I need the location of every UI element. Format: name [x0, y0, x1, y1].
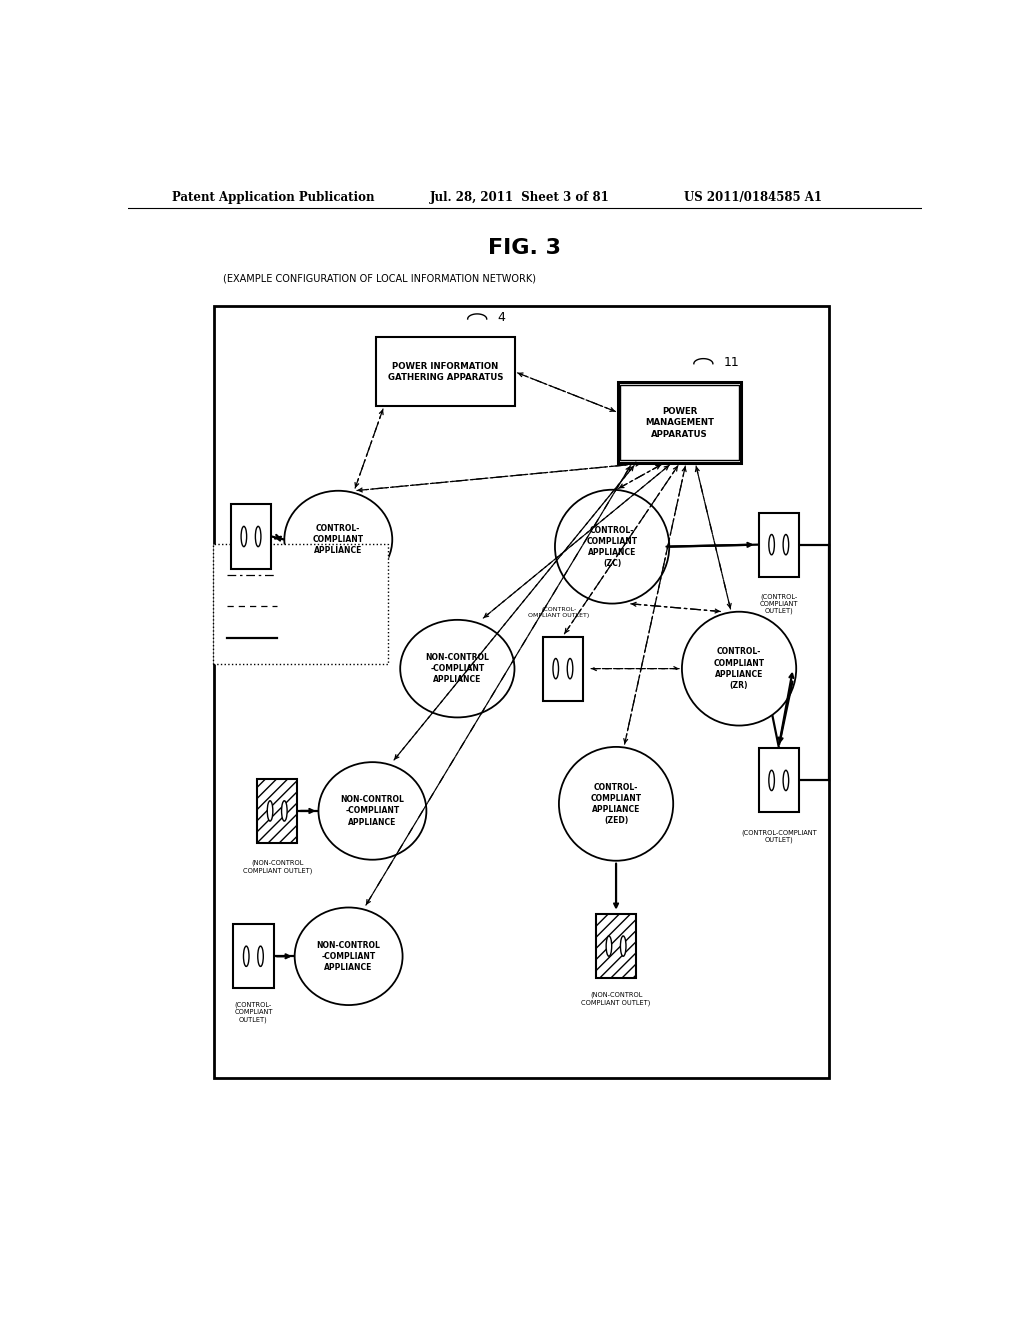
Ellipse shape: [769, 771, 774, 791]
Ellipse shape: [606, 936, 611, 956]
Text: (CONTROL-
OMPLIANT OUTLET): (CONTROL- OMPLIANT OUTLET): [528, 607, 590, 618]
Ellipse shape: [559, 747, 673, 861]
Text: CONTROL-
COMPLIANT
APPLIANCE: CONTROL- COMPLIANT APPLIANCE: [312, 524, 364, 556]
Text: 4: 4: [497, 312, 505, 325]
Ellipse shape: [769, 535, 774, 554]
Ellipse shape: [567, 659, 572, 678]
Ellipse shape: [241, 527, 247, 546]
Text: ZigBee: ZigBee: [285, 570, 316, 579]
Ellipse shape: [400, 620, 514, 718]
Ellipse shape: [318, 762, 426, 859]
Ellipse shape: [282, 801, 287, 821]
Ellipse shape: [258, 946, 263, 966]
Text: (EXAMPLE CONFIGURATION OF LOCAL INFORMATION NETWORK): (EXAMPLE CONFIGURATION OF LOCAL INFORMAT…: [223, 273, 537, 284]
FancyBboxPatch shape: [596, 913, 636, 978]
Ellipse shape: [244, 946, 249, 966]
Text: PLC: PLC: [285, 634, 301, 643]
Text: CONTROL-
COMPLIANT
APPLIANCE
(ZED): CONTROL- COMPLIANT APPLIANCE (ZED): [591, 783, 642, 825]
Ellipse shape: [783, 771, 788, 791]
FancyBboxPatch shape: [230, 504, 271, 569]
FancyBboxPatch shape: [233, 924, 273, 989]
FancyBboxPatch shape: [621, 385, 738, 461]
Ellipse shape: [783, 535, 788, 554]
Text: NON-CONTROL
-COMPLIANT
APPLIANCE: NON-CONTROL -COMPLIANT APPLIANCE: [425, 653, 489, 684]
Text: NON-CONTROL
-COMPLIANT
APPLIANCE: NON-CONTROL -COMPLIANT APPLIANCE: [316, 941, 381, 972]
FancyBboxPatch shape: [759, 748, 799, 812]
Text: Jul. 28, 2011  Sheet 3 of 81: Jul. 28, 2011 Sheet 3 of 81: [430, 190, 609, 203]
Ellipse shape: [553, 659, 558, 678]
Text: (CONTROL-
COMPLIANT
OUTLET): (CONTROL- COMPLIANT OUTLET): [760, 593, 798, 614]
Ellipse shape: [682, 611, 797, 726]
Text: US 2011/0184585 A1: US 2011/0184585 A1: [684, 190, 821, 203]
Text: POWER INFORMATION
GATHERING APPARATUS: POWER INFORMATION GATHERING APPARATUS: [388, 362, 503, 381]
Text: POWER
MANAGEMENT
APPARATUS: POWER MANAGEMENT APPARATUS: [645, 407, 714, 438]
Text: NON-CONTROL
-COMPLIANT
APPLIANCE: NON-CONTROL -COMPLIANT APPLIANCE: [341, 796, 404, 826]
Ellipse shape: [295, 907, 402, 1005]
Text: 11: 11: [723, 356, 739, 370]
Ellipse shape: [285, 491, 392, 589]
FancyBboxPatch shape: [376, 338, 515, 407]
FancyBboxPatch shape: [618, 381, 741, 463]
Text: (CONTROL-COMPLIANT
OUTLET): (CONTROL-COMPLIANT OUTLET): [741, 829, 816, 843]
FancyBboxPatch shape: [759, 512, 799, 577]
Text: (CONTROL-COMPLIANT
OUTLET): (CONTROL-COMPLIANT OUTLET): [213, 589, 289, 602]
FancyBboxPatch shape: [257, 779, 297, 843]
Text: CONTROL-
COMPLIANT
APPLIANCE
(ZR): CONTROL- COMPLIANT APPLIANCE (ZR): [714, 648, 765, 690]
Ellipse shape: [621, 936, 626, 956]
FancyBboxPatch shape: [213, 544, 387, 664]
Text: CONTROL-
COMPLIANT
APPLIANCE
(ZC): CONTROL- COMPLIANT APPLIANCE (ZC): [587, 525, 638, 568]
Ellipse shape: [555, 490, 670, 603]
Text: (NON-CONTROL
COMPLIANT OUTLET): (NON-CONTROL COMPLIANT OUTLET): [243, 859, 312, 874]
Text: (CONTROL-
COMPLIANT
OUTLET): (CONTROL- COMPLIANT OUTLET): [234, 1002, 272, 1023]
Text: FIG. 3: FIG. 3: [488, 238, 561, 257]
Text: (NON-CONTROL
COMPLIANT OUTLET): (NON-CONTROL COMPLIANT OUTLET): [582, 991, 650, 1006]
Ellipse shape: [255, 527, 261, 546]
Text: Patent Application Publication: Patent Application Publication: [172, 190, 374, 203]
Text: WLAN: WLAN: [285, 601, 311, 610]
Ellipse shape: [267, 801, 272, 821]
FancyBboxPatch shape: [543, 636, 583, 701]
